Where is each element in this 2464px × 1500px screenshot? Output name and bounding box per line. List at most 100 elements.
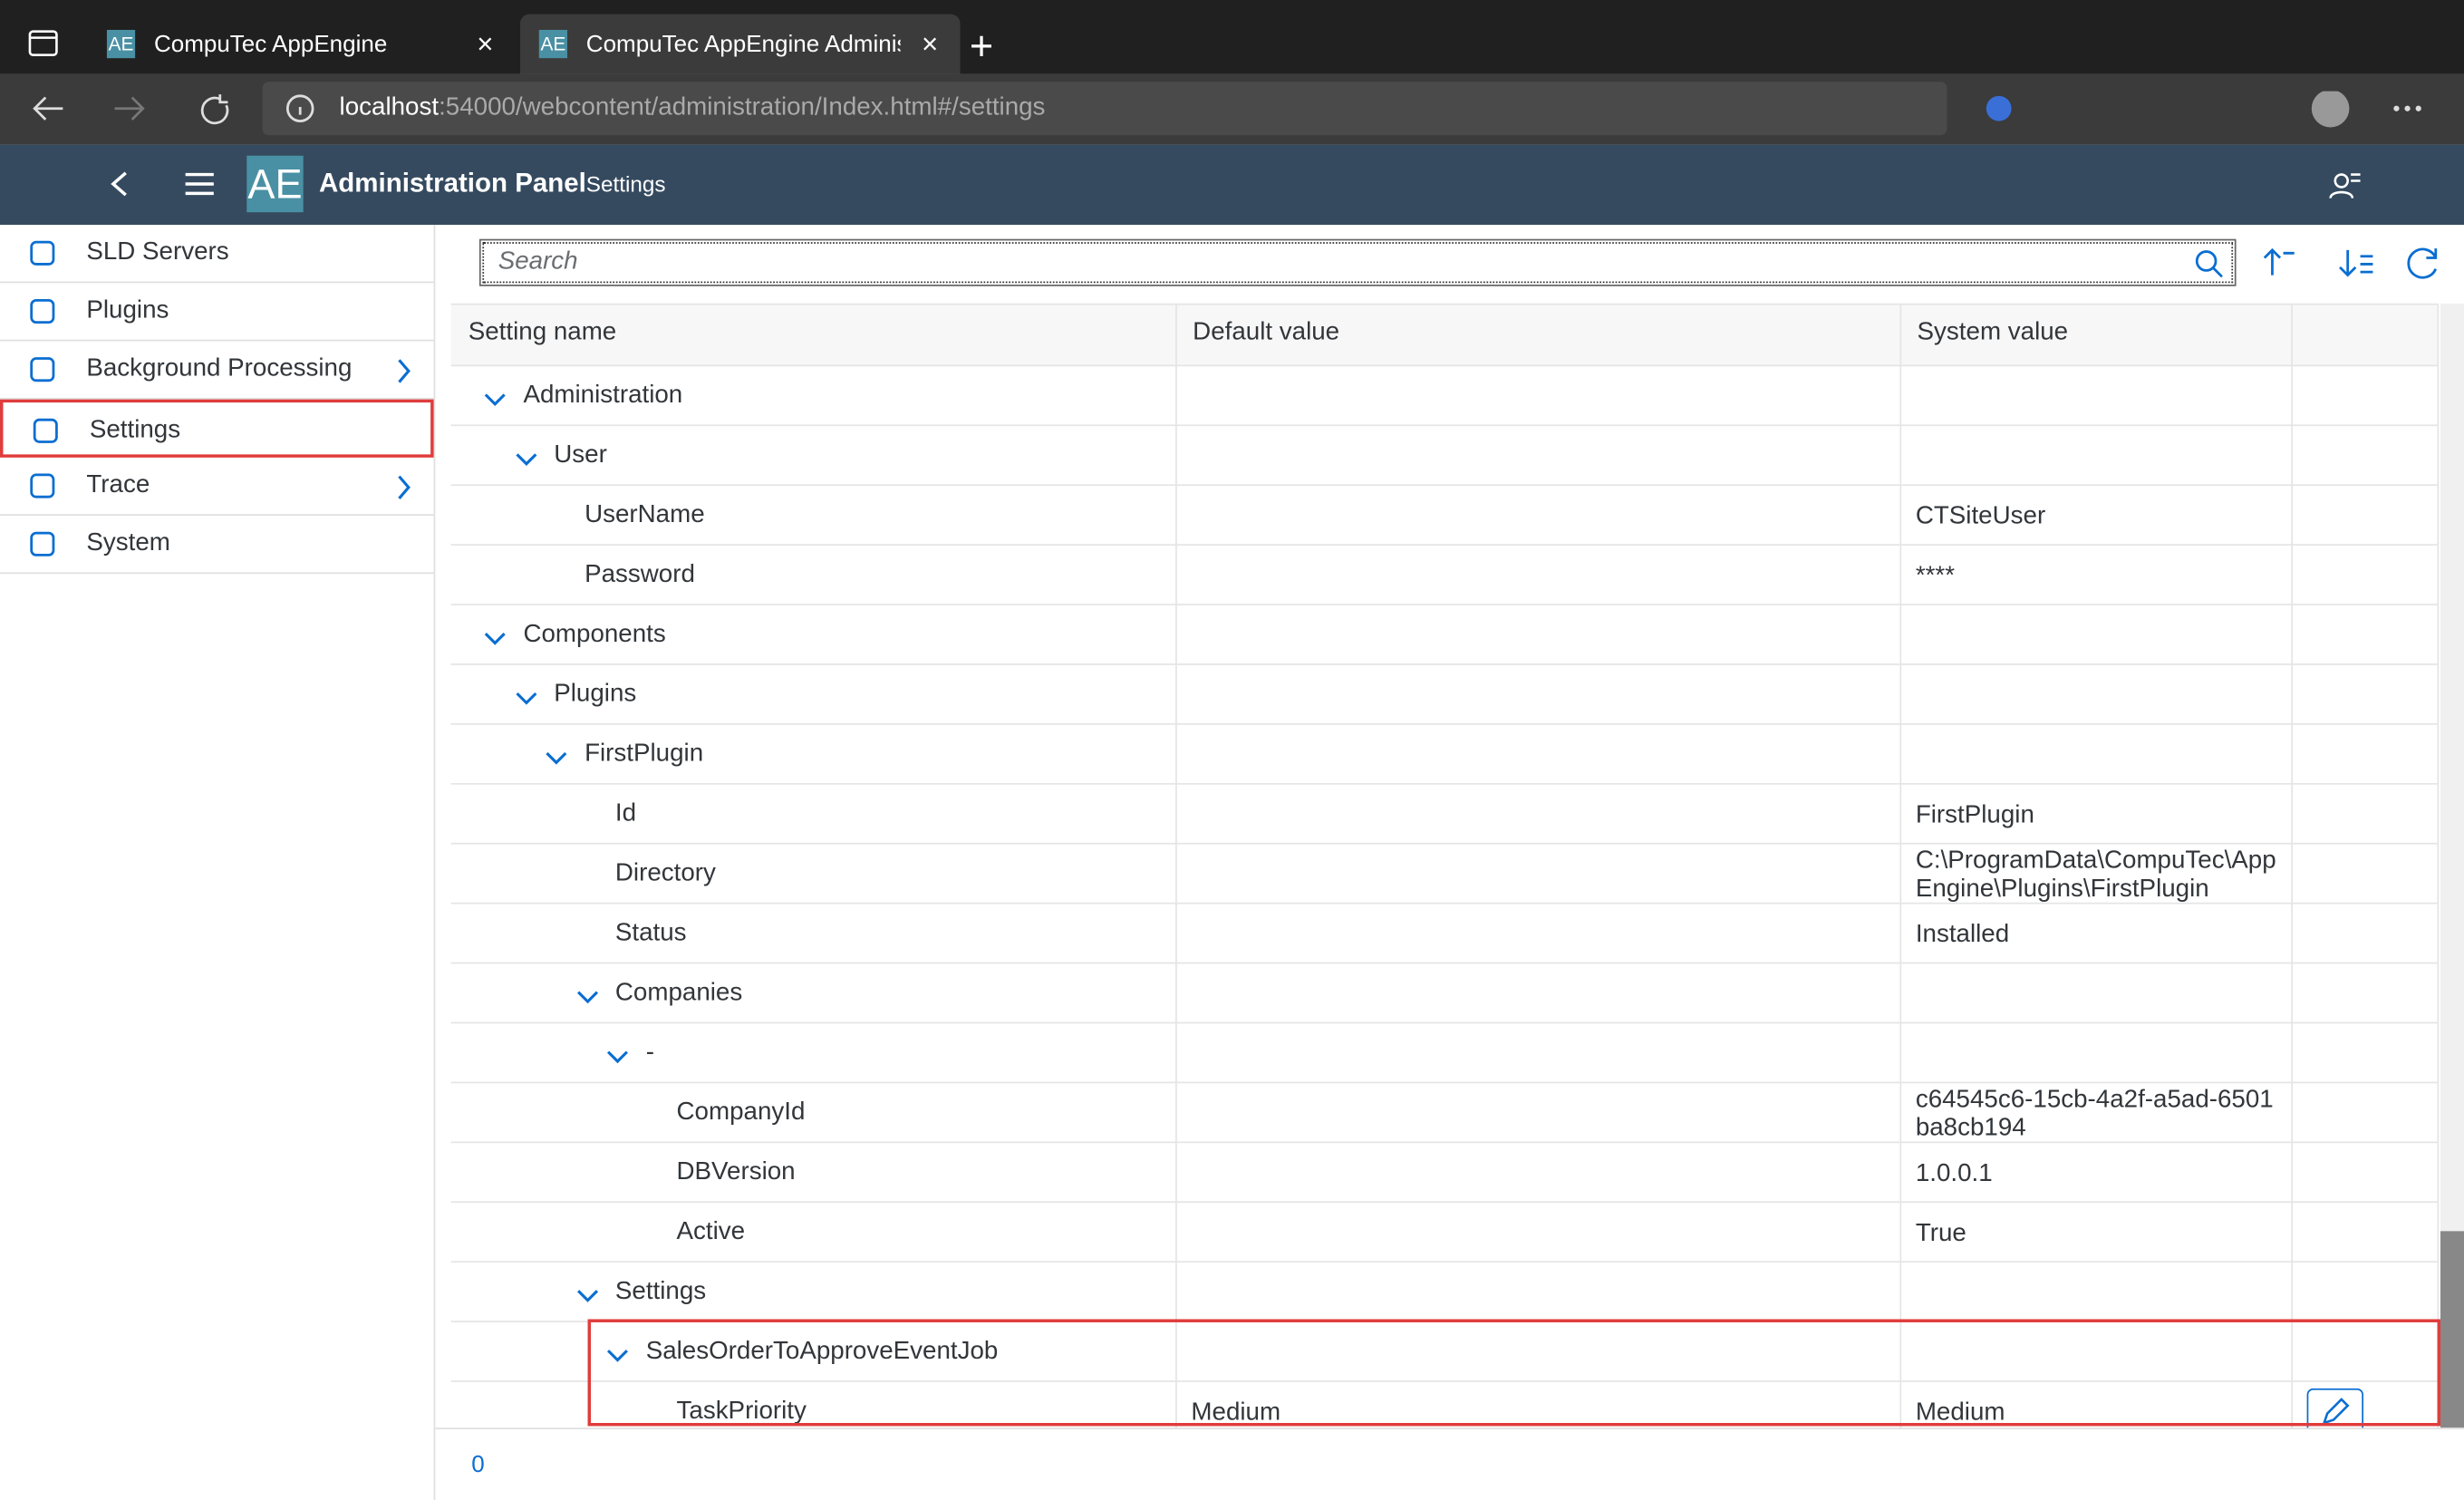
sidebar-item[interactable]: Plugins bbox=[0, 283, 434, 342]
table-row[interactable]: Status Installed bbox=[450, 904, 2440, 964]
setting-name: UserName bbox=[585, 501, 705, 528]
sidebar-icon-glyph bbox=[30, 531, 55, 556]
edit-button-glyph bbox=[2322, 1398, 2350, 1426]
system-value: True bbox=[1915, 1220, 1966, 1247]
shell-nav[interactable] bbox=[103, 165, 229, 206]
search-field[interactable]: Search bbox=[478, 238, 2237, 286]
toolbar-icons[interactable] bbox=[2263, 244, 2443, 285]
table-cell bbox=[1899, 545, 2293, 605]
column-divider bbox=[2291, 303, 2293, 367]
search-icon[interactable] bbox=[2194, 248, 2226, 280]
tab-title: CompuTec AppEngine Administr bbox=[585, 30, 901, 58]
expand-toggle[interactable] bbox=[484, 387, 506, 415]
expand-toggle[interactable] bbox=[576, 984, 598, 1012]
sidebar-icon[interactable] bbox=[28, 471, 56, 508]
table-cell bbox=[1175, 1083, 1902, 1144]
table-cell bbox=[451, 605, 1177, 665]
table-row[interactable]: Settings bbox=[450, 1263, 2440, 1322]
expand-toggle[interactable] bbox=[606, 1044, 628, 1072]
highlight-box bbox=[587, 1319, 2440, 1427]
shell-bar bbox=[0, 144, 2464, 226]
table-cell bbox=[2291, 1263, 2440, 1322]
table-cell bbox=[1899, 963, 2293, 1024]
sidebar-label: Trace bbox=[86, 471, 150, 498]
column-header: Default value bbox=[1193, 319, 1340, 346]
expand-toggle-glyph bbox=[484, 393, 506, 407]
expand-toggle-glyph bbox=[515, 692, 536, 705]
table-row[interactable]: DBVersion 1.0.0.1 bbox=[450, 1143, 2440, 1204]
sidebar-expand[interactable] bbox=[393, 357, 415, 393]
browser-tab[interactable]: AE CompuTec AppEngine × bbox=[88, 15, 516, 74]
table-row[interactable]: Active True bbox=[450, 1203, 2440, 1263]
table-cell bbox=[2291, 1083, 2440, 1144]
sidebar-icon[interactable] bbox=[28, 530, 56, 566]
sidebar-expand-glyph bbox=[398, 359, 411, 383]
table-row[interactable]: Companies bbox=[450, 963, 2440, 1024]
table-row[interactable]: Administration bbox=[450, 366, 2440, 427]
table-row[interactable]: Plugins bbox=[450, 664, 2440, 725]
setting-name: Settings bbox=[614, 1278, 707, 1305]
table-cell bbox=[451, 486, 1177, 546]
column-divider bbox=[2437, 303, 2440, 367]
scroll-thumb[interactable] bbox=[2440, 1231, 2464, 1428]
table-body: Administration User UserName CTSiteUser Pass… bbox=[450, 366, 2440, 1429]
expand-toggle-glyph bbox=[606, 1350, 628, 1362]
table-cell bbox=[1899, 784, 2293, 845]
address-bar[interactable] bbox=[262, 82, 1947, 136]
table-cell bbox=[1899, 426, 2293, 487]
column-header: System value bbox=[1917, 319, 2069, 346]
table-row[interactable]: User bbox=[450, 426, 2440, 487]
table-cell bbox=[1175, 605, 1902, 665]
table-row[interactable]: Password **** bbox=[450, 545, 2440, 605]
table-cell bbox=[1899, 664, 2293, 725]
expand-toggle[interactable] bbox=[606, 1343, 628, 1371]
sidebar-icon-glyph bbox=[30, 298, 55, 324]
table-row[interactable]: Components bbox=[450, 605, 2440, 665]
browser-tab[interactable]: AE CompuTec AppEngine Administr × bbox=[519, 14, 961, 74]
table-row[interactable]: UserName CTSiteUser bbox=[450, 486, 2440, 546]
search-placeholder: Search bbox=[498, 248, 578, 276]
tab-icon: AE bbox=[538, 29, 567, 59]
sidebar-item[interactable]: SLD Servers bbox=[0, 225, 434, 284]
logo: AE bbox=[246, 155, 304, 213]
setting-name: Administration bbox=[523, 382, 683, 410]
setting-name: SalesOrderToApproveEventJob bbox=[645, 1338, 999, 1365]
sidebar-icon[interactable] bbox=[32, 417, 60, 453]
table-row[interactable]: TaskPriority Medium Medium bbox=[451, 1381, 2440, 1429]
expand-toggle[interactable] bbox=[515, 685, 536, 713]
expand-toggle-glyph bbox=[576, 991, 598, 1004]
edit-button[interactable] bbox=[2306, 1388, 2364, 1429]
expand-toggle[interactable] bbox=[515, 447, 536, 475]
table-row[interactable]: Directory C:\ProgramData\CompuTec\AppEngi… bbox=[450, 844, 2440, 905]
tab-close[interactable]: × bbox=[921, 27, 939, 60]
sidebar-icon[interactable] bbox=[28, 355, 56, 392]
sidebar-item[interactable]: System bbox=[0, 516, 434, 575]
table-cell bbox=[1899, 1083, 2293, 1144]
table-cell bbox=[1175, 1203, 1902, 1263]
expand-toggle[interactable] bbox=[546, 745, 567, 773]
table-cell bbox=[2291, 664, 2440, 725]
expand-toggle[interactable] bbox=[576, 1283, 598, 1311]
app-subtitle: Settings bbox=[585, 171, 666, 197]
sidebar-icon[interactable] bbox=[28, 297, 56, 334]
table-row[interactable]: FirstPlugin bbox=[450, 724, 2440, 785]
sidebar-item[interactable]: Trace bbox=[0, 458, 434, 517]
table-row[interactable]: CompanyId c64545c6-15cb-4a2f-a5ad-6501ba8… bbox=[450, 1083, 2440, 1144]
browser-icons[interactable] bbox=[32, 91, 2451, 130]
sidebar-icon[interactable] bbox=[28, 239, 56, 276]
table-row[interactable]: - bbox=[450, 1023, 2440, 1084]
new-tab[interactable]: + bbox=[969, 22, 994, 70]
scrollbar[interactable] bbox=[2440, 303, 2464, 1428]
user-icon[interactable] bbox=[2329, 169, 2363, 201]
expand-toggle[interactable] bbox=[484, 625, 506, 653]
tab-close[interactable]: × bbox=[477, 27, 494, 60]
sidebar-expand[interactable] bbox=[393, 473, 415, 509]
table-cell bbox=[1175, 486, 1902, 546]
table-cell bbox=[1899, 1263, 2293, 1322]
tab-actions[interactable] bbox=[28, 30, 60, 58]
table-row[interactable]: Id FirstPlugin bbox=[450, 784, 2440, 845]
sidebar-item[interactable]: Settings bbox=[0, 399, 434, 458]
expand-toggle-glyph bbox=[546, 751, 567, 765]
sidebar-item[interactable]: Background Processing bbox=[0, 341, 434, 400]
